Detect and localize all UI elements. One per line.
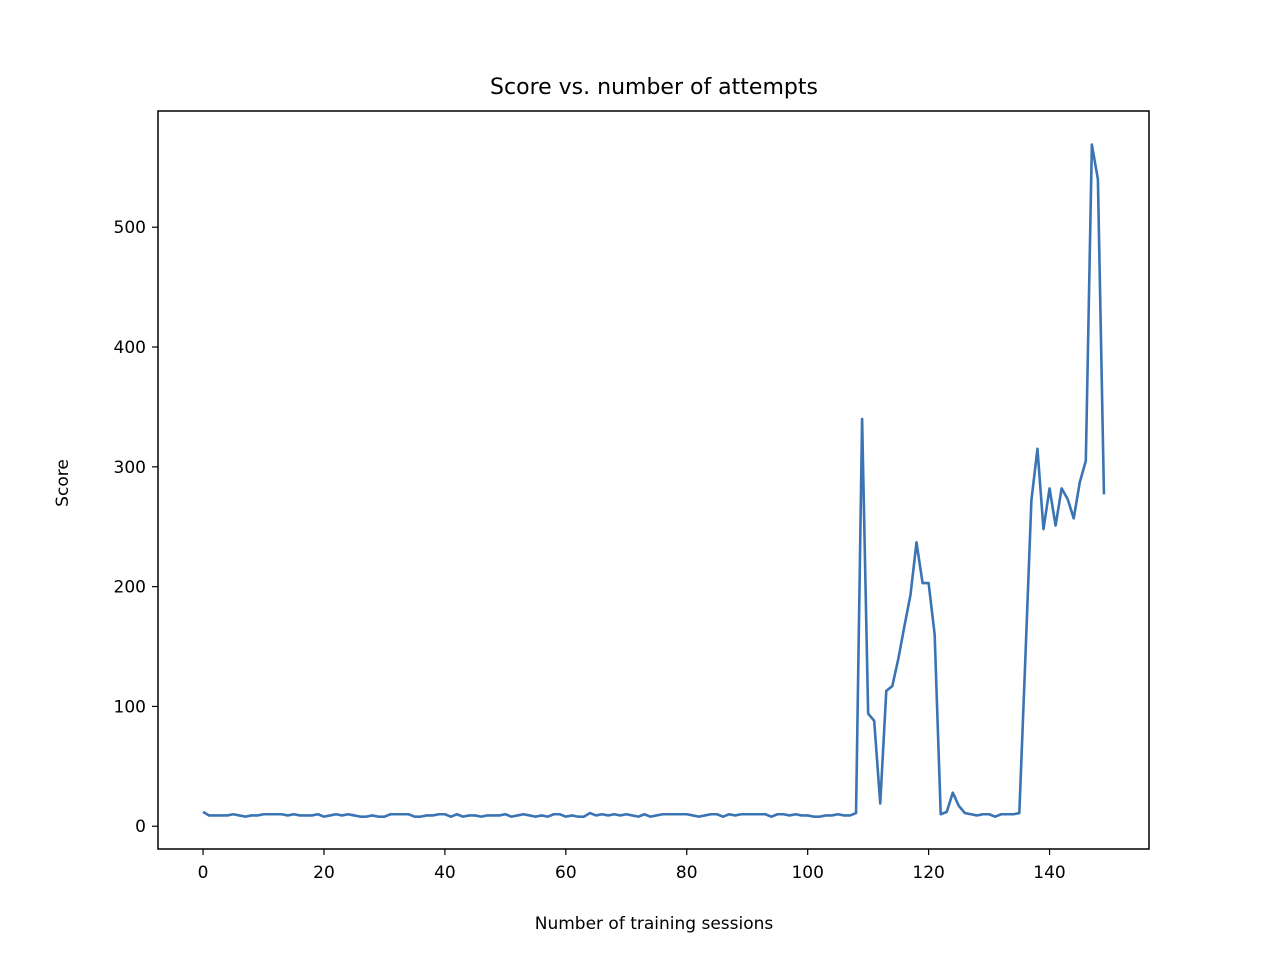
y-tick-label: 0 (135, 817, 146, 837)
plot-area-frame (157, 110, 1150, 850)
y-tick-label: 300 (114, 458, 146, 478)
y-tick-label: 400 (114, 338, 146, 358)
y-axis: 0 100 200 300 400 500 (114, 218, 158, 837)
x-tick-label: 100 (791, 863, 823, 883)
x-tick-label: 0 (198, 863, 209, 883)
y-tick-label: 100 (114, 697, 146, 717)
x-tick-label: 20 (313, 863, 335, 883)
y-axis-label: Score (53, 459, 73, 507)
x-axis: 0 20 40 60 80 100 120 140 (198, 849, 1066, 883)
x-tick-label: 120 (912, 863, 944, 883)
x-tick-label: 40 (434, 863, 456, 883)
x-axis-label: Number of training sessions (535, 914, 774, 934)
x-tick-label: 140 (1033, 863, 1065, 883)
series-line (202, 143, 1106, 818)
y-tick-label: 200 (114, 578, 146, 598)
series-layer (202, 143, 1106, 818)
chart-title: Score vs. number of attempts (490, 75, 818, 100)
x-tick-label: 60 (555, 863, 577, 883)
y-tick-label: 500 (114, 218, 146, 238)
x-tick-label: 80 (676, 863, 698, 883)
